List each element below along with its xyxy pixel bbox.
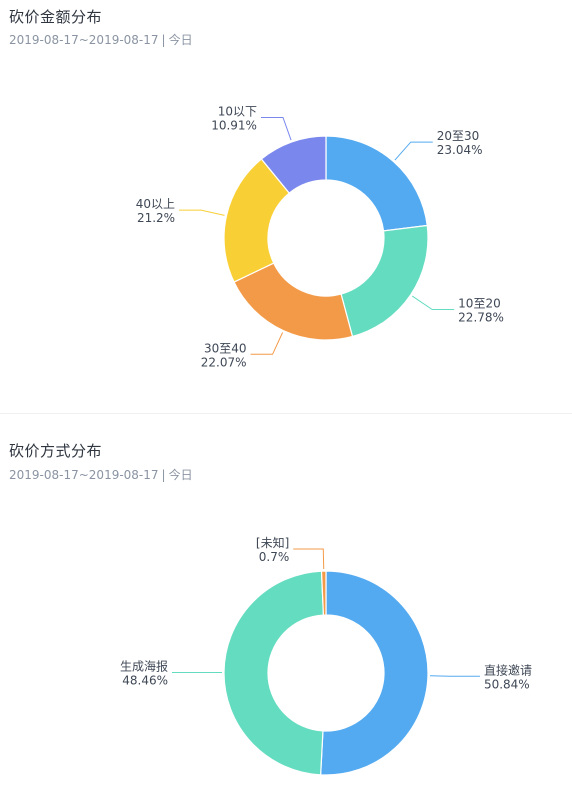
- slice-value-label: 22.78%: [458, 310, 504, 324]
- donut-slice[interactable]: [320, 570, 327, 616]
- date-range: 2019-08-17~2019-08-17 | 今日: [9, 466, 193, 483]
- leader-line: [429, 675, 480, 677]
- slice-label: 30至40: [204, 341, 247, 355]
- amount-distribution-panel: 砍价金额分布 2019-08-17~2019-08-17 | 今日 20至30 23.…: [9, 8, 504, 369]
- date-range-text: 2019-08-17~2019-08-17: [9, 33, 159, 47]
- slice-value-label: 0.7%: [259, 550, 290, 564]
- slice-value-label: 22.07%: [201, 355, 247, 369]
- leader-line: [394, 141, 433, 161]
- slice-label: 10至20: [458, 296, 501, 310]
- slice-value-label: 50.84%: [484, 677, 530, 691]
- period-label: 今日: [168, 33, 193, 47]
- slice-label: 直接邀请: [484, 662, 532, 677]
- leader-line: [260, 116, 292, 141]
- leader-line: [411, 295, 455, 310]
- slice-value-label: 21.2%: [137, 211, 175, 225]
- date-range-text: 2019-08-17~2019-08-17: [9, 468, 159, 482]
- slice-label: 生成海报: [120, 658, 168, 673]
- slice-label: [未知]: [256, 536, 289, 550]
- period-label: 今日: [168, 468, 193, 482]
- date-range: 2019-08-17~2019-08-17 | 今日: [9, 31, 193, 48]
- method-distribution-panel: 砍价方式分布 2019-08-17~2019-08-17 | 今日 直接邀请 50.8…: [0, 418, 572, 795]
- donut-slice[interactable]: [260, 135, 327, 194]
- chart-title: 砍价方式分布: [9, 442, 103, 460]
- leader-line: [293, 548, 325, 570]
- separator: |: [161, 33, 166, 47]
- slice-value-label: 23.04%: [437, 143, 483, 157]
- slice-value-label: 10.91%: [211, 118, 257, 132]
- donut-slice[interactable]: [223, 570, 325, 776]
- donut-slice[interactable]: [319, 570, 429, 776]
- donut-slice[interactable]: [340, 224, 429, 338]
- slice-label: 20至30: [437, 129, 480, 143]
- slice-value-label: 48.46%: [122, 673, 168, 687]
- slice-label: 40以上: [136, 197, 175, 211]
- leader-line: [179, 209, 225, 216]
- slice-label: 10以下: [218, 104, 257, 118]
- donut-slice[interactable]: [233, 262, 354, 341]
- separator: |: [161, 468, 166, 482]
- divider: [0, 413, 572, 414]
- leader-line: [250, 332, 284, 355]
- donut-slice[interactable]: [325, 135, 428, 232]
- chart-title: 砍价金额分布: [9, 8, 103, 26]
